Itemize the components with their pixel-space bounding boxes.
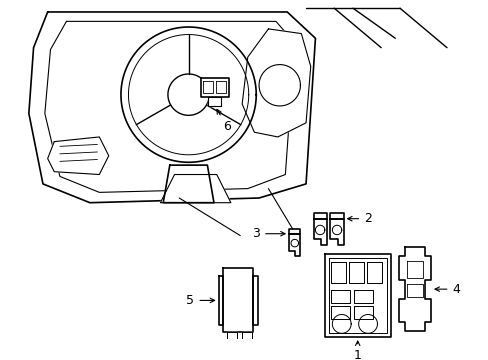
Polygon shape — [313, 219, 326, 245]
Polygon shape — [253, 276, 258, 325]
Polygon shape — [160, 175, 230, 203]
Polygon shape — [330, 213, 343, 219]
Text: 6: 6 — [217, 109, 231, 133]
Polygon shape — [29, 12, 315, 203]
Polygon shape — [353, 306, 372, 319]
Polygon shape — [223, 269, 253, 332]
Polygon shape — [226, 332, 236, 340]
Polygon shape — [242, 29, 310, 137]
Polygon shape — [348, 262, 364, 283]
Text: 5: 5 — [186, 294, 214, 307]
Text: 2: 2 — [347, 212, 371, 225]
Polygon shape — [330, 219, 343, 245]
Polygon shape — [398, 247, 430, 332]
Polygon shape — [331, 306, 349, 319]
Polygon shape — [313, 213, 326, 219]
Polygon shape — [288, 229, 300, 234]
Polygon shape — [47, 137, 108, 175]
Polygon shape — [163, 165, 214, 203]
Polygon shape — [331, 290, 349, 303]
Text: 3: 3 — [252, 227, 285, 240]
Polygon shape — [353, 290, 372, 303]
Text: 1: 1 — [353, 341, 361, 360]
Text: 4: 4 — [434, 283, 459, 296]
Polygon shape — [202, 81, 213, 93]
Polygon shape — [218, 276, 223, 325]
Polygon shape — [366, 262, 381, 283]
Polygon shape — [242, 332, 251, 340]
Polygon shape — [288, 234, 300, 256]
Polygon shape — [215, 81, 226, 93]
Polygon shape — [324, 255, 390, 337]
Polygon shape — [208, 96, 221, 106]
Polygon shape — [201, 78, 228, 96]
Polygon shape — [331, 262, 346, 283]
